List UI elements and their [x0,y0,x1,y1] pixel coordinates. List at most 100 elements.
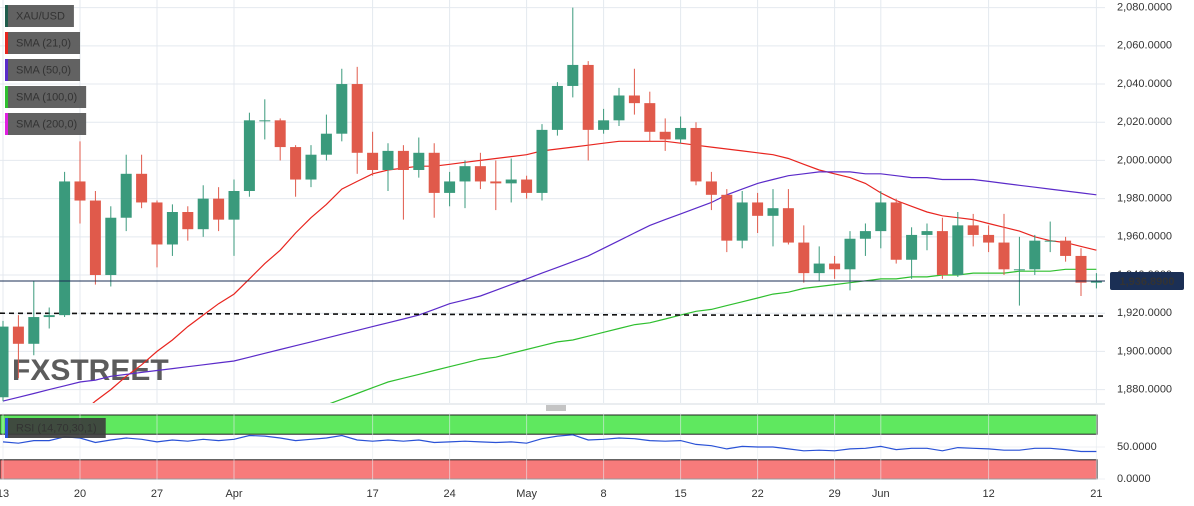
price-plot [0,7,1105,403]
legend-swatch [5,86,8,108]
y-tick-label: 2,040.0000 [1117,78,1172,90]
y-tick-label: 2,060.0000 [1117,40,1172,52]
candle-body [151,202,163,245]
candle-body [74,181,86,201]
candle-body [1090,280,1102,283]
y-tick-label: 1,880.0000 [1117,384,1172,396]
sma-line [329,268,1097,403]
y-tick-label: 2,020.0000 [1117,116,1172,128]
candle-body [290,147,302,180]
candle-body [213,198,225,220]
x-tick-label: 24 [443,488,455,500]
sma-line [92,140,1097,403]
current-price-box [1110,271,1184,290]
candle-body [89,200,101,276]
x-tick-label: 21 [1090,488,1102,500]
y-tick-label: 2,080.0000 [1117,2,1172,14]
candle-body [1075,255,1087,283]
legend-label: SMA (21,0) [16,37,71,49]
candle-body [952,225,964,276]
y-tick-label: 0.0000 [1117,473,1151,485]
x-tick-label: 20 [74,488,86,500]
current-price-label: 1,936.8900 [1119,276,1174,288]
candle-body [567,64,579,86]
candle-body [690,127,702,182]
candle-body [274,120,286,148]
candle-body [736,202,748,241]
candle-body [444,181,456,193]
x-tick-label: 29 [828,488,840,500]
candle-body [983,234,995,243]
y-tick-label: 1,980.0000 [1117,193,1172,205]
candle-body [921,231,933,235]
candle-body [182,212,194,230]
candle-body [798,242,810,274]
legend-box [5,59,81,81]
candle-body [228,190,240,220]
legend-label: SMA (200,0) [16,118,77,130]
watermark: FXSTREET [12,354,169,387]
x-tick-label: 27 [151,488,163,500]
candle-body [505,179,517,184]
legend-label: SMA (100,0) [16,91,77,103]
candle-body [120,173,132,218]
candle-body [428,152,440,193]
legend-box [5,86,87,108]
candle-body [829,263,841,270]
candle-body [28,317,40,344]
y-tick-label: 2,000.0000 [1117,154,1172,166]
candle-body [875,202,887,232]
candle-body [105,217,117,276]
candle-body [936,231,948,276]
candle-body [382,150,394,170]
y-tick-label: 1,900.0000 [1117,345,1172,357]
candle-body [628,95,640,104]
legend-label: SMA (50,0) [16,64,71,76]
candle-body [906,234,918,260]
legend-box [5,32,81,54]
candle-body [1013,269,1025,271]
rsi-zone [0,459,1098,480]
candle-body [536,129,548,193]
candle-body [136,173,148,203]
candle-body [166,212,178,245]
candle-body [59,181,71,316]
candle-body [397,150,409,170]
candle-body [659,131,671,140]
candle-body [243,120,255,191]
candle-body [259,120,271,122]
candle-body [551,85,563,130]
candle-body [613,95,625,121]
candle-body [521,179,533,193]
x-tick-label: 22 [751,488,763,500]
candle-body [844,238,856,270]
x-tick-label: May [516,488,537,500]
x-tick-label: Jun [872,488,890,500]
legend-swatch [5,5,8,27]
legend-box [5,418,106,438]
candle-body [0,326,9,398]
candle-body [320,133,332,155]
legend-swatch [5,59,8,81]
candle-body [43,315,55,318]
candle-body [721,194,733,241]
candle-body [890,202,902,260]
legend-swatch [5,418,8,438]
y-tick-label: 1,960.0000 [1117,231,1172,243]
x-tick-label: 13 [0,488,9,500]
candle-body [967,225,979,235]
legend-label: XAU/USD [16,10,65,22]
legend-box [5,113,87,135]
legend-swatch [5,32,8,54]
rsi-line [2,434,1097,453]
resize-handle[interactable] [546,405,566,411]
candle-body [1044,240,1056,242]
candle-body [459,166,471,182]
candle-body [752,202,764,216]
candle-body [1060,240,1072,256]
candle-body [782,208,794,243]
x-tick-label: 12 [982,488,994,500]
x-tick-label: 17 [366,488,378,500]
support-line [0,312,1105,317]
